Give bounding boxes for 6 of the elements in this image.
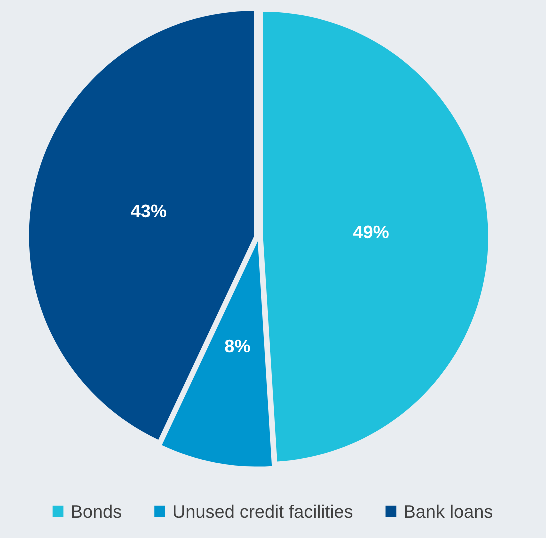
legend-label: Bonds (72, 504, 122, 518)
data-label: 8% (225, 340, 250, 353)
data-label: 43% (131, 204, 167, 218)
data-label: 49% (354, 226, 389, 239)
legend-label: Bank loans (405, 504, 493, 518)
legend-label: Unused credit facilities (174, 504, 353, 518)
